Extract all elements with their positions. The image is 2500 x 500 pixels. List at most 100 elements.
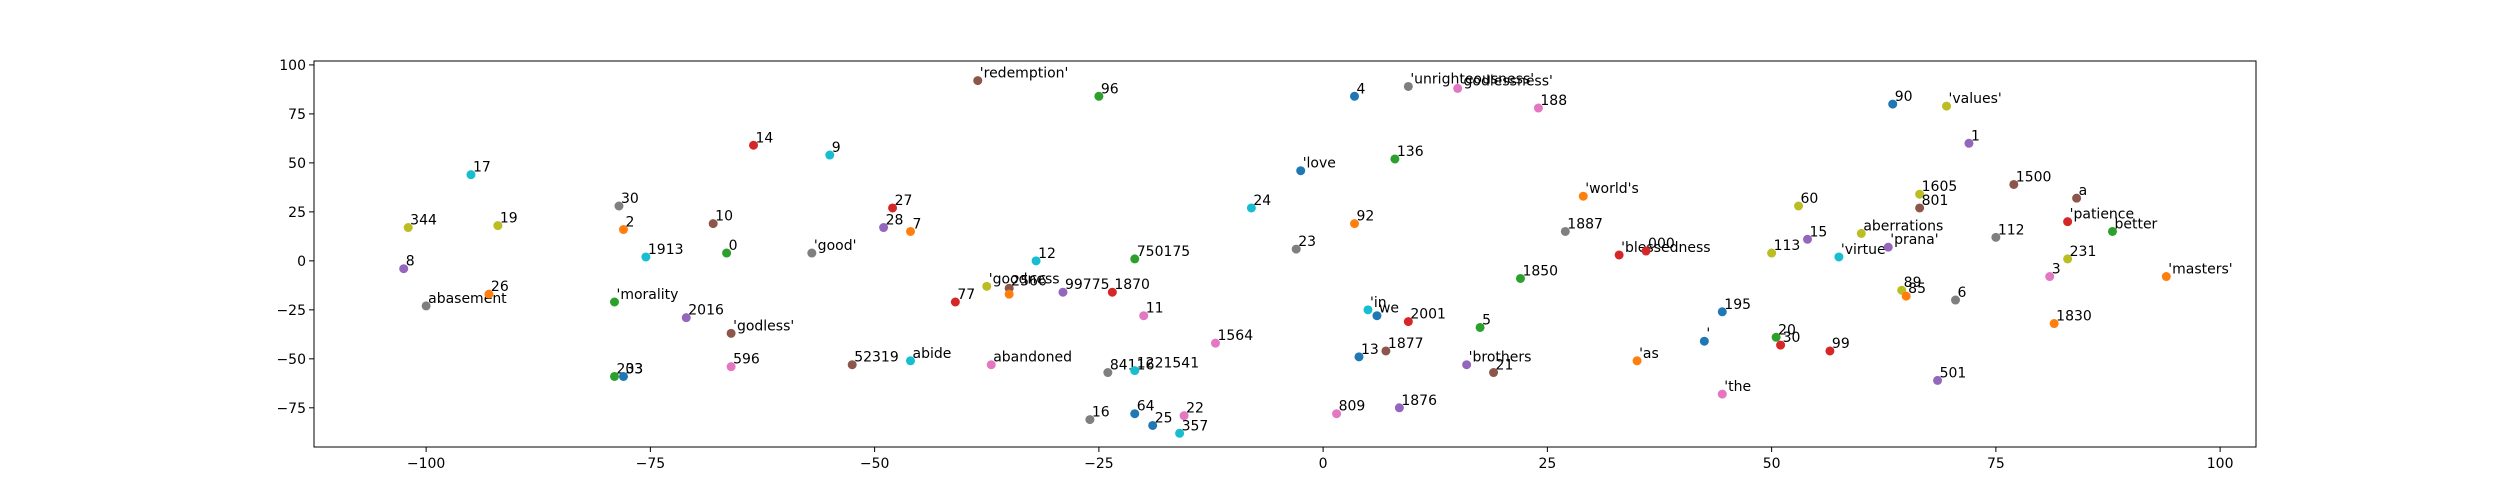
point-label: 'patience <box>2070 207 2135 223</box>
point-label: aberrations <box>1863 218 1943 234</box>
x-tick-label: −75 <box>636 456 666 472</box>
point-label: 'morality <box>616 287 678 303</box>
scatter-point <box>2107 226 2117 236</box>
x-tick-label: 100 <box>2207 456 2234 472</box>
scatter-point <box>1699 336 1709 346</box>
point-label: 1877 <box>1388 336 1424 352</box>
point-label: 9 <box>832 140 841 156</box>
x-tick-label: 50 <box>1763 456 1781 472</box>
scatter-point <box>421 301 431 311</box>
point-label: 13 <box>1361 342 1379 358</box>
scatter-point <box>1883 242 1893 252</box>
point-label: 99 <box>1832 336 1850 352</box>
point-label: 195 <box>1724 297 1751 313</box>
scatter-point <box>2063 254 2073 264</box>
scatter-point <box>1058 287 1068 297</box>
plot-frame <box>313 60 2257 448</box>
scatter-point <box>1332 409 1342 419</box>
point-label: 'goodness <box>989 271 1060 287</box>
scatter-point <box>1915 189 1925 199</box>
point-label: 0 <box>729 238 738 254</box>
y-tick-label: 100 <box>279 58 306 74</box>
point-label: abide <box>913 346 952 362</box>
point-label: 'love <box>1303 156 1336 172</box>
point-label: 28 <box>886 213 904 229</box>
scatter-point <box>1901 291 1911 301</box>
scatter-point <box>1462 360 1472 370</box>
scatter-point <box>1296 166 1306 176</box>
point-label: 344 <box>410 213 437 229</box>
point-label: 3 <box>2052 262 2061 278</box>
point-label: 96 <box>1101 81 1119 97</box>
scatter-point <box>609 371 619 381</box>
point-label: 30 <box>621 191 639 207</box>
point-label: 4 <box>1357 81 1366 97</box>
point-label: 596 <box>733 352 760 368</box>
scatter-point <box>1403 317 1413 327</box>
scatter-point <box>1933 375 1943 385</box>
scatter-point <box>973 76 983 86</box>
scatter-point <box>2161 272 2171 282</box>
point-label: 1887 <box>1567 216 1603 232</box>
point-label: 'as <box>1639 346 1659 362</box>
point-label: we <box>1379 301 1399 317</box>
scatter-point <box>1453 83 1463 93</box>
point-label: 188 <box>1540 93 1567 109</box>
point-label: 1 <box>1971 128 1980 144</box>
point-label: 84116 <box>1110 358 1155 374</box>
point-label: ' <box>1706 326 1710 342</box>
scatter-point <box>618 371 628 381</box>
scatter-point <box>1717 307 1727 317</box>
scatter-point <box>1130 254 1140 264</box>
scatter-point <box>681 313 691 323</box>
point-label: 231 <box>2070 244 2097 260</box>
point-label: 60 <box>1801 191 1819 207</box>
scatter-point <box>986 360 996 370</box>
point-label: 19 <box>500 211 518 227</box>
point-label: 112 <box>1998 222 2025 238</box>
point-label: 12 <box>1038 246 1056 262</box>
scatter-point <box>1888 99 1898 109</box>
point-label: 1913 <box>648 242 684 258</box>
scatter-point <box>1991 232 2001 242</box>
scatter-point <box>2045 272 2055 282</box>
scatter-point <box>847 360 857 370</box>
x-tick-label: 25 <box>1538 456 1556 472</box>
scatter-point <box>1210 338 1220 348</box>
scatter-point <box>879 223 889 233</box>
scatter-point <box>1771 332 1781 342</box>
scatter-point <box>825 150 835 160</box>
point-label: 'brothers <box>1469 350 1532 366</box>
scatter-point <box>618 225 628 235</box>
point-label: 1564 <box>1217 328 1253 344</box>
scatter-point <box>1354 352 1364 362</box>
scatter-point <box>1632 356 1642 366</box>
scatter-point <box>1130 366 1140 376</box>
x-tick-label: 75 <box>1987 456 2005 472</box>
point-label: 85 <box>1908 281 1926 297</box>
scatter-point <box>1085 415 1095 425</box>
scatter-point <box>1803 234 1813 244</box>
point-label: 30 <box>1783 330 1801 346</box>
x-tick-label: −100 <box>407 456 445 472</box>
point-label: 14 <box>756 130 774 146</box>
point-label: 11 <box>1146 301 1164 317</box>
scatter-point <box>1951 295 1961 305</box>
scatter-point <box>2063 217 2073 227</box>
scatter-point <box>950 297 960 307</box>
scatter-point <box>1475 322 1485 332</box>
point-label: 21 <box>1496 358 1514 374</box>
point-label: 'prana' <box>1890 232 1938 248</box>
scatter-point <box>1767 248 1777 258</box>
scatter-point <box>1363 305 1373 315</box>
scatter-point <box>1717 389 1727 399</box>
point-label: 750175 <box>1137 244 1190 260</box>
point-label: 'redemption' <box>980 66 1069 82</box>
scatter-point <box>1641 246 1651 256</box>
point-label: 90 <box>1895 89 1913 105</box>
scatter-point <box>1004 289 1014 299</box>
point-label: 'good' <box>814 238 857 254</box>
point-label: 'world's <box>1585 181 1639 197</box>
point-label: 1876 <box>1401 393 1437 409</box>
point-label: 1830 <box>2056 309 2092 325</box>
